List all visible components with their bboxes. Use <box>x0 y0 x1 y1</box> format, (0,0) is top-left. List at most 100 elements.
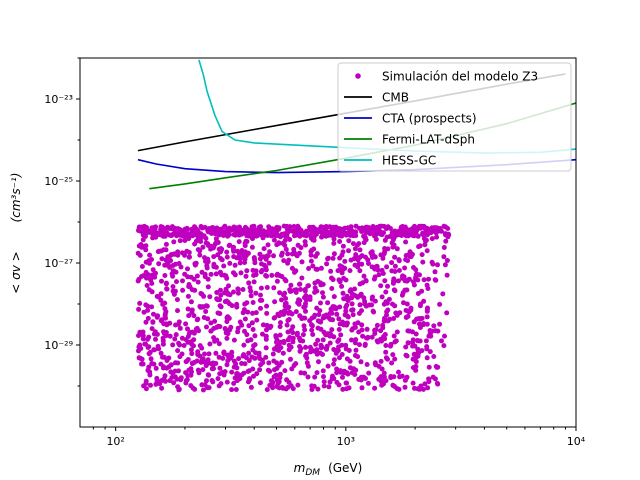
scatter-point <box>357 302 363 308</box>
scatter-point <box>385 307 391 313</box>
y-axis-label-unit: (cm³s⁻¹) <box>9 173 23 223</box>
scatter-point <box>198 291 204 296</box>
scatter-point <box>269 378 274 384</box>
scatter-point <box>320 224 326 230</box>
scatter-point <box>378 252 384 258</box>
scatter-point <box>381 318 387 324</box>
scatter-point <box>337 321 343 327</box>
scatter-point <box>419 288 425 294</box>
scatter-point <box>316 359 321 365</box>
scatter-point <box>261 231 267 237</box>
scatter-point <box>336 327 342 332</box>
scatter-point <box>188 366 194 372</box>
scatter-point <box>297 281 303 287</box>
scatter-point <box>237 251 242 257</box>
scatter-point <box>271 285 277 291</box>
scatter-point <box>295 300 301 306</box>
scatter-point <box>234 226 240 232</box>
scatter-point <box>174 376 180 382</box>
scatter-point <box>189 309 195 315</box>
scatter-point <box>234 304 240 310</box>
scatter-point <box>237 260 243 266</box>
scatter-point <box>240 353 246 359</box>
scatter-point <box>246 323 252 329</box>
scatter-point <box>218 304 224 310</box>
scatter-point <box>276 362 282 368</box>
scatter-point <box>331 357 337 363</box>
legend: Simulación del modelo Z3 CMB CTA (prospect… <box>337 62 572 172</box>
scatter-point <box>340 374 345 380</box>
scatter-point <box>309 387 315 392</box>
scatter-point <box>159 385 165 391</box>
scatter-point <box>323 232 329 238</box>
scatter-point <box>444 272 450 278</box>
scatter-point <box>224 379 230 385</box>
scatter-point <box>310 263 316 269</box>
scatter-point <box>180 287 186 293</box>
scatter-point <box>385 283 390 289</box>
scatter-point <box>334 379 340 385</box>
scatter-point <box>184 225 190 231</box>
scatter-point <box>282 238 288 243</box>
scatter-point <box>315 325 321 331</box>
scatter-point <box>146 364 152 370</box>
scatter-point <box>365 334 371 340</box>
scatter-point <box>282 290 288 296</box>
scatter-point <box>173 332 179 338</box>
scatter-point <box>331 294 337 300</box>
scatter-point <box>212 318 218 324</box>
scatter-point <box>410 356 416 362</box>
scatter-point <box>191 343 196 349</box>
scatter-point <box>252 260 258 266</box>
scatter-point <box>405 313 411 319</box>
scatter-point <box>248 293 254 299</box>
scatter-point <box>308 252 314 258</box>
scatter-point <box>343 370 349 376</box>
scatter-point <box>437 301 443 307</box>
scatter-point <box>200 367 206 373</box>
scatter-point <box>361 240 367 246</box>
scatter-point <box>191 330 197 336</box>
scatter-point <box>394 329 400 335</box>
scatter-point <box>197 252 203 258</box>
scatter-point <box>349 301 355 307</box>
scatter-point <box>224 362 230 368</box>
scatter-point <box>418 316 424 322</box>
scatter-point <box>197 353 203 359</box>
scatter-point <box>357 268 363 274</box>
scatter-point <box>370 294 375 300</box>
scatter-point <box>443 238 449 244</box>
scatter-point <box>218 255 223 261</box>
scatter-point <box>320 281 326 287</box>
scatter-point <box>366 370 372 376</box>
scatter-point <box>221 350 227 356</box>
scatter-point <box>362 298 368 304</box>
scatter-point <box>284 322 290 328</box>
scatter-point <box>277 273 282 278</box>
scatter-point <box>164 286 170 292</box>
scatter-point <box>289 251 295 257</box>
scatter-point <box>286 257 292 263</box>
scatter-point <box>432 269 438 275</box>
scatter-point <box>346 248 351 254</box>
scatter-layer <box>135 223 452 393</box>
scatter-point <box>170 370 176 376</box>
scatter-point <box>406 227 412 233</box>
scatter-point <box>277 375 283 381</box>
scatter-point <box>258 285 264 291</box>
scatter-point <box>217 297 223 303</box>
scatter-point <box>416 244 422 250</box>
legend-label-cmb: CMB <box>382 91 409 105</box>
scatter-point <box>422 381 428 387</box>
scatter-point <box>303 308 308 314</box>
scatter-point <box>188 299 194 305</box>
scatter-point <box>400 290 406 296</box>
scatter-point <box>379 338 384 344</box>
scatter-point <box>197 304 203 309</box>
scatter-point <box>250 225 256 231</box>
scatter-point <box>365 380 371 386</box>
scatter-point <box>189 232 195 238</box>
scatter-point <box>359 261 365 267</box>
scatter-point <box>192 241 198 247</box>
scatter-point <box>301 304 307 310</box>
